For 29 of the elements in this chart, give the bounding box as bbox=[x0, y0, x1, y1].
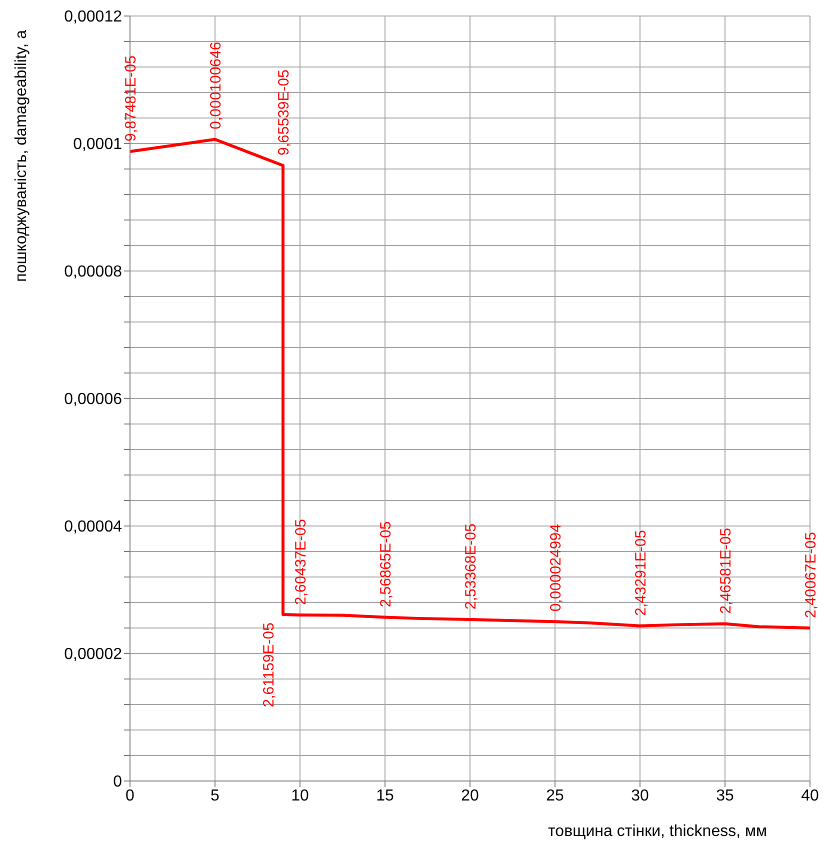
x-tick-label: 15 bbox=[376, 787, 394, 804]
data-label: 2,60437E-05 bbox=[292, 519, 310, 605]
y-tick-label: 0,00012 bbox=[64, 8, 122, 26]
data-label: 2,46581E-05 bbox=[718, 528, 734, 614]
data-label: 2,53368E-05 bbox=[462, 524, 480, 610]
data-label: 2,61159E-05 bbox=[260, 622, 278, 708]
y-tick-label: 0,00008 bbox=[64, 264, 122, 281]
data-label: 9,87481E-05 bbox=[122, 56, 140, 142]
x-tick-label: 35 bbox=[716, 787, 734, 804]
y-tick-label: 0,0001 bbox=[73, 136, 122, 154]
y-tick-label: 0,00002 bbox=[64, 646, 122, 664]
data-label: 9,65539E-05 bbox=[276, 70, 292, 156]
x-tick-label: 0 bbox=[126, 787, 135, 804]
y-tick-label: 0,00004 bbox=[64, 518, 122, 536]
y-axis-title: пошкоджуваність, damageability, a bbox=[13, 30, 30, 282]
x-tick-label: 25 bbox=[546, 787, 564, 804]
data-label: 2,43291E-05 bbox=[632, 530, 650, 616]
data-label: 2,56865E-05 bbox=[378, 521, 394, 608]
x-tick-label: 5 bbox=[210, 787, 220, 804]
data-label: 0,000100646 bbox=[208, 42, 224, 130]
y-tick-label: 0,00006 bbox=[64, 391, 122, 408]
x-tick-label: 40 bbox=[801, 787, 819, 804]
x-tick-label: 10 bbox=[291, 787, 309, 804]
data-label: 2,40067E-05 bbox=[802, 532, 820, 618]
x-axis-title: товщина стінки, thickness, мм bbox=[548, 823, 767, 840]
data-label: 0,000024994 bbox=[548, 524, 564, 612]
y-tick-label: 0 bbox=[113, 774, 122, 791]
x-tick-label: 30 bbox=[631, 787, 649, 804]
x-tick-label: 20 bbox=[461, 787, 479, 804]
